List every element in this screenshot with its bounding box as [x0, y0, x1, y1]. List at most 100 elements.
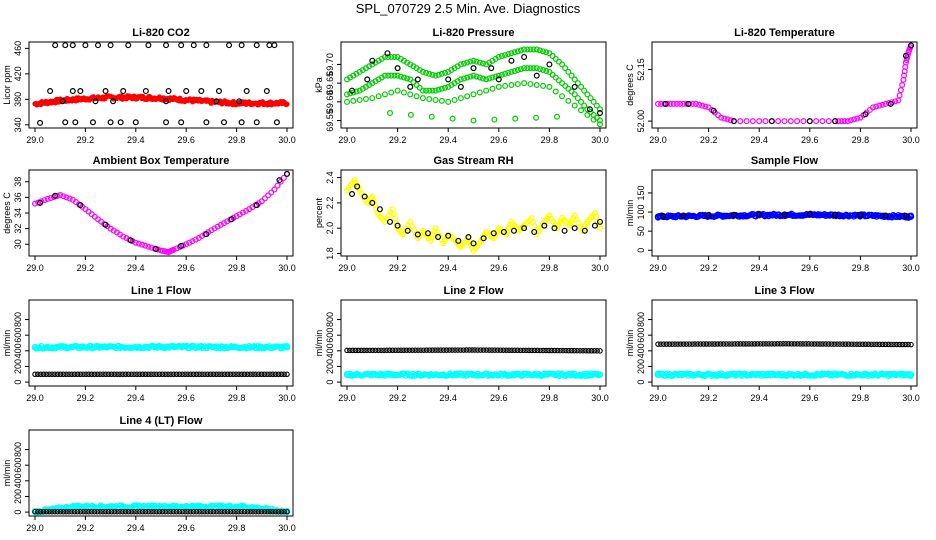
data-point	[445, 76, 452, 83]
data-point	[537, 347, 544, 354]
data-point	[800, 118, 807, 125]
chart-panel-10: Line 4 (LT) Flow ml/min 29.0 29.2 29.4 29.6 29…	[2, 415, 296, 533]
series-black	[662, 42, 914, 125]
x-tick-label: 29.0	[338, 393, 356, 403]
data-point	[265, 192, 272, 199]
data-point	[832, 118, 839, 125]
data-point	[416, 84, 423, 91]
data-point	[238, 508, 245, 515]
data-point	[385, 53, 392, 60]
data-point	[388, 72, 395, 79]
data-point	[52, 192, 59, 199]
data-point	[369, 57, 376, 64]
data-point	[163, 98, 170, 105]
data-point	[139, 241, 146, 248]
data-point	[275, 371, 282, 378]
data-point	[896, 92, 903, 99]
data-point	[89, 119, 96, 126]
data-point	[527, 46, 534, 53]
data-point	[377, 370, 384, 377]
data-point	[449, 347, 455, 353]
data-point	[527, 81, 534, 88]
data-point	[743, 118, 750, 125]
data-point	[362, 96, 369, 103]
y-axis-label: degrees C	[2, 192, 12, 234]
data-point	[186, 239, 193, 246]
data-point	[819, 118, 826, 125]
x-tick-label: 29.0	[649, 393, 667, 403]
data-point	[473, 58, 480, 65]
data-point	[397, 73, 404, 80]
data-point	[227, 508, 234, 515]
data-point	[102, 221, 109, 228]
data-point	[597, 348, 603, 354]
data-point	[845, 341, 852, 347]
data-point	[512, 115, 519, 122]
data-point	[834, 341, 840, 347]
x-tick-label: 29.2	[389, 135, 407, 145]
data-point	[705, 212, 712, 219]
data-point	[105, 508, 112, 515]
data-point	[749, 341, 755, 347]
y-tick-label: 32	[13, 224, 23, 234]
data-point	[517, 66, 524, 73]
data-point	[261, 195, 268, 202]
data-point	[435, 347, 441, 353]
panel-title: Gas Stream RH	[433, 155, 513, 167]
data-point	[488, 65, 495, 72]
chart-panel-8: Line 2 Flow ml/min 29.0 29.2 29.4 29.6 29.8 30.…	[314, 285, 609, 403]
y-axis-label: Licor ppm	[2, 65, 12, 105]
data-point	[891, 341, 897, 348]
data-point	[37, 119, 44, 126]
data-point	[781, 118, 788, 125]
x-tick-label: 29.2	[700, 135, 718, 145]
data-point	[865, 341, 872, 348]
data-point	[264, 371, 270, 378]
data-point	[401, 347, 407, 354]
data-point	[83, 508, 89, 515]
data-point	[527, 65, 534, 72]
x-tick-label: 30.0	[278, 263, 296, 273]
data-point	[536, 47, 543, 54]
data-point	[565, 68, 572, 75]
x-tick-label: 29.6	[177, 135, 195, 145]
plot-frame	[340, 299, 607, 387]
data-point	[125, 371, 132, 378]
data-point	[896, 341, 903, 348]
data-point	[88, 371, 95, 378]
data-point	[476, 240, 483, 247]
data-point	[381, 91, 388, 98]
data-point	[207, 371, 214, 378]
data-point	[429, 71, 436, 78]
data-point	[122, 508, 129, 515]
data-point	[139, 508, 146, 515]
data-point	[227, 371, 234, 378]
data-point	[454, 370, 461, 377]
data-point	[568, 88, 575, 95]
series-black	[37, 170, 291, 252]
data-point	[163, 119, 170, 126]
data-point	[142, 88, 149, 95]
y-tick-label: 1.8	[325, 247, 335, 260]
data-point	[62, 42, 69, 49]
data-point	[54, 508, 61, 515]
data-point	[281, 508, 287, 515]
series-yellow	[344, 177, 603, 254]
data-point	[489, 347, 495, 353]
data-point	[157, 503, 165, 510]
y-tick-label: 150	[636, 185, 646, 200]
data-point	[182, 508, 188, 515]
x-tick-label: 29.0	[26, 523, 44, 533]
plot-frame	[28, 41, 294, 129]
data-point	[584, 91, 591, 98]
data-point	[521, 80, 528, 87]
data-point	[151, 371, 157, 378]
data-point	[467, 58, 474, 65]
data-point	[571, 225, 578, 232]
chart-panel-3: Li-820 Temperature degrees C 29.0 29.2 29.4 2…	[625, 27, 920, 145]
data-point	[203, 231, 210, 238]
data-point	[806, 118, 813, 125]
y-tick-label: 400	[636, 343, 646, 358]
data-point	[505, 51, 512, 58]
data-point	[435, 71, 442, 78]
